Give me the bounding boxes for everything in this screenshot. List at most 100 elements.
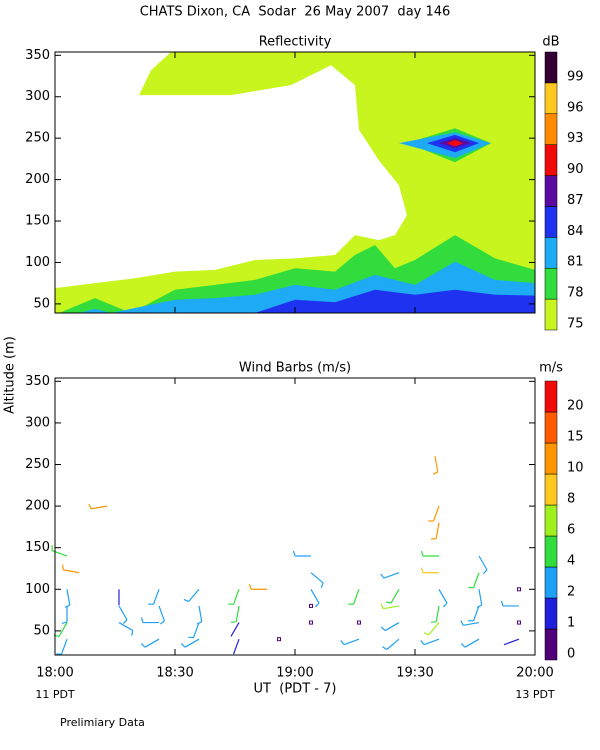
colorbar-box [544, 535, 558, 568]
wind-barb [380, 603, 400, 610]
colorbar-label: 96 [567, 100, 584, 115]
colorbar-unit: m/s [539, 361, 563, 376]
x-tick-label: 19:30 [396, 666, 433, 681]
colorbar-box [544, 298, 558, 331]
wind-barb [310, 588, 320, 608]
right-note: 13 PDT [515, 688, 555, 701]
wind-barb [468, 605, 480, 622]
wind-barb [423, 622, 440, 636]
y-tick-label: 200 [25, 499, 50, 514]
colorbar-label: 87 [567, 193, 584, 208]
wind-barb [183, 588, 200, 603]
wind-barb [230, 622, 240, 637]
calm-marker [517, 587, 521, 592]
calm-marker [517, 620, 521, 625]
wind-barb [340, 638, 360, 646]
wind-barb [140, 638, 160, 648]
wind-barb [432, 456, 439, 475]
wind-barb [476, 589, 483, 608]
wind-barb [380, 622, 400, 632]
wind-barb [292, 550, 311, 557]
calm-marker [277, 637, 281, 642]
wind-barb [118, 622, 134, 636]
colorbar-box [544, 473, 558, 506]
calm-marker [309, 620, 313, 625]
panel-title: Wind Barbs (m/s) [239, 361, 351, 376]
colorbar-label: 78 [567, 286, 584, 301]
colorbar-label: 6 [567, 523, 575, 538]
colorbar-box [544, 51, 558, 84]
colorbar-box [544, 442, 558, 475]
colorbar-label: 15 [567, 430, 584, 445]
wind-barb [310, 572, 324, 588]
wind-barb [53, 622, 68, 637]
y-tick-label: 200 [25, 172, 50, 187]
colorbar-box [544, 113, 558, 145]
wind-barb [228, 589, 240, 605]
wind-barb [248, 584, 267, 590]
y-tick-label: 300 [25, 89, 50, 104]
wind-barb [64, 589, 71, 608]
wind-barb [420, 638, 440, 646]
wind-barb [460, 638, 480, 648]
wind-barb [62, 564, 80, 574]
colorbar-box [544, 175, 558, 207]
y-axis-label: Altitude (m) [3, 336, 18, 414]
wind-barb [140, 617, 159, 624]
colorbar-label: 1 [567, 616, 575, 631]
wind-barb [468, 572, 480, 589]
wind-barb [61, 605, 68, 624]
y-tick-label: 50 [33, 296, 50, 311]
colorbar-box [544, 237, 558, 269]
y-tick-label: 350 [25, 374, 50, 389]
wind-barb [503, 638, 520, 646]
colorbar-label: 20 [567, 399, 584, 414]
colorbar-label: 99 [567, 69, 584, 84]
colorbar-label: 0 [567, 647, 575, 662]
contour-region [55, 52, 535, 313]
wind-barb [180, 638, 200, 648]
colorbar-label: 90 [567, 162, 584, 177]
contour-region [255, 289, 535, 313]
colorbar-box [544, 628, 558, 661]
plot-frame [54, 377, 536, 656]
colorbar-unit: dB [542, 35, 559, 50]
wind-barb [196, 605, 203, 625]
y-tick-label: 150 [25, 214, 50, 229]
x-tick-label: 18:00 [36, 666, 73, 681]
y-tick-label: 100 [25, 255, 50, 270]
colorbar-box [544, 380, 558, 413]
colorbar-label: 84 [567, 224, 584, 239]
y-tick-label: 150 [25, 540, 50, 555]
y-tick-label: 100 [25, 582, 50, 597]
wind-barb [158, 605, 166, 625]
colorbar-box [544, 267, 558, 300]
panel-title: Reflectivity [259, 35, 332, 50]
x-tick-label: 19:00 [276, 666, 313, 681]
wind-barb [430, 605, 440, 623]
wind-barb [380, 572, 400, 579]
wind-barb [118, 605, 128, 624]
page-title: CHATS Dixon, CA Sodar 26 May 2007 day 14… [140, 5, 451, 20]
calm-marker [357, 620, 361, 625]
wind-barb [385, 588, 400, 604]
left-note: 11 PDT [35, 688, 75, 701]
colorbar-label: 4 [567, 554, 575, 569]
colorbar-label: 93 [567, 131, 584, 146]
y-tick-label: 350 [25, 48, 50, 63]
y-tick-label: 300 [25, 415, 50, 430]
wind-barb [428, 505, 440, 522]
colorbar-box [544, 597, 558, 630]
y-tick-label: 250 [25, 457, 50, 472]
footnote: Prelimiary Data [60, 716, 145, 729]
x-tick-label: 20:00 [516, 666, 553, 681]
calm-marker [309, 603, 313, 608]
y-tick-label: 250 [25, 131, 50, 146]
wind-barb [478, 555, 488, 575]
wind-barb [56, 638, 68, 655]
colorbar-label: 81 [567, 255, 584, 270]
wind-barb [460, 620, 480, 626]
wind-barb [51, 545, 68, 557]
